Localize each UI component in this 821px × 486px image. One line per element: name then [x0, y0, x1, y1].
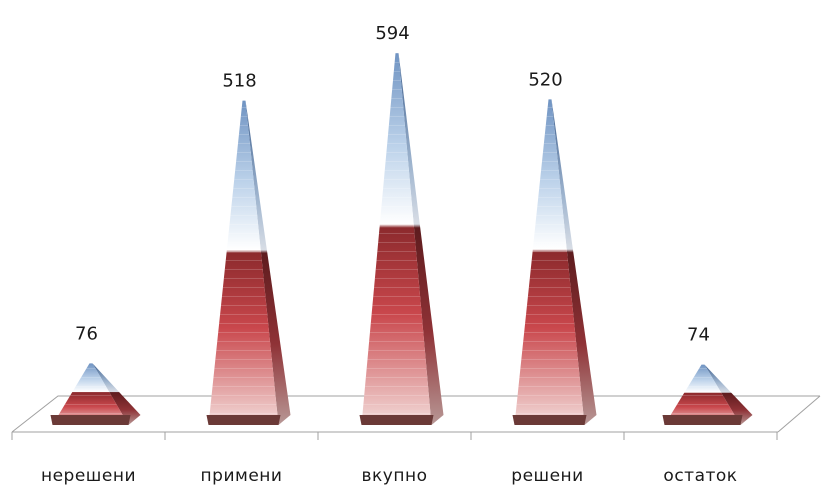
bar-base-band — [206, 415, 281, 425]
data-label: 74 — [687, 325, 710, 346]
category-label: вкупно — [362, 466, 428, 486]
bar-side-face — [398, 53, 444, 425]
data-labels-group: 76 518 594 520 74 — [75, 23, 710, 346]
bar-side-face — [92, 363, 141, 425]
pyramid-bar — [50, 363, 141, 425]
bar-base-band — [662, 415, 743, 425]
bar-base-band — [359, 415, 434, 425]
bar-front-stripes — [664, 364, 741, 425]
category-label: примени — [201, 466, 283, 486]
pyramid-bar — [359, 53, 444, 425]
bar-front-stripes — [361, 53, 432, 425]
bar-front-stripes — [52, 363, 129, 425]
data-label: 518 — [222, 71, 256, 92]
bar-base-band — [50, 415, 131, 425]
bar-front-stripes — [514, 99, 585, 425]
bar-side-face — [551, 99, 597, 425]
pyramid-bar — [206, 100, 291, 426]
data-label: 594 — [375, 23, 409, 44]
category-label: нерешени — [41, 466, 136, 486]
category-label: остаток — [663, 466, 737, 486]
bars-group — [50, 53, 753, 426]
bar-base-band — [512, 415, 587, 425]
category-labels-group: нерешени примени вкупно решени остаток — [41, 466, 737, 486]
data-label: 520 — [528, 69, 562, 90]
pyramid-bar — [662, 364, 753, 425]
category-axis-ticks — [11, 432, 778, 440]
bar-front-stripes — [208, 100, 279, 426]
pyramid-bar — [512, 99, 597, 425]
category-label: решени — [511, 466, 583, 486]
bar-side-face — [704, 364, 753, 425]
bar-side-face — [245, 100, 291, 426]
data-label: 76 — [75, 323, 98, 344]
